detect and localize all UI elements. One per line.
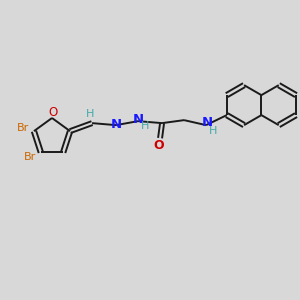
Text: H: H: [86, 109, 94, 119]
Text: N: N: [133, 112, 144, 126]
Text: N: N: [202, 116, 213, 129]
Text: H: H: [141, 121, 149, 131]
Text: N: N: [110, 118, 122, 130]
Text: H: H: [209, 126, 217, 136]
Text: Br: Br: [17, 123, 29, 133]
Text: O: O: [48, 106, 58, 118]
Text: Br: Br: [24, 152, 36, 162]
Text: O: O: [154, 139, 164, 152]
